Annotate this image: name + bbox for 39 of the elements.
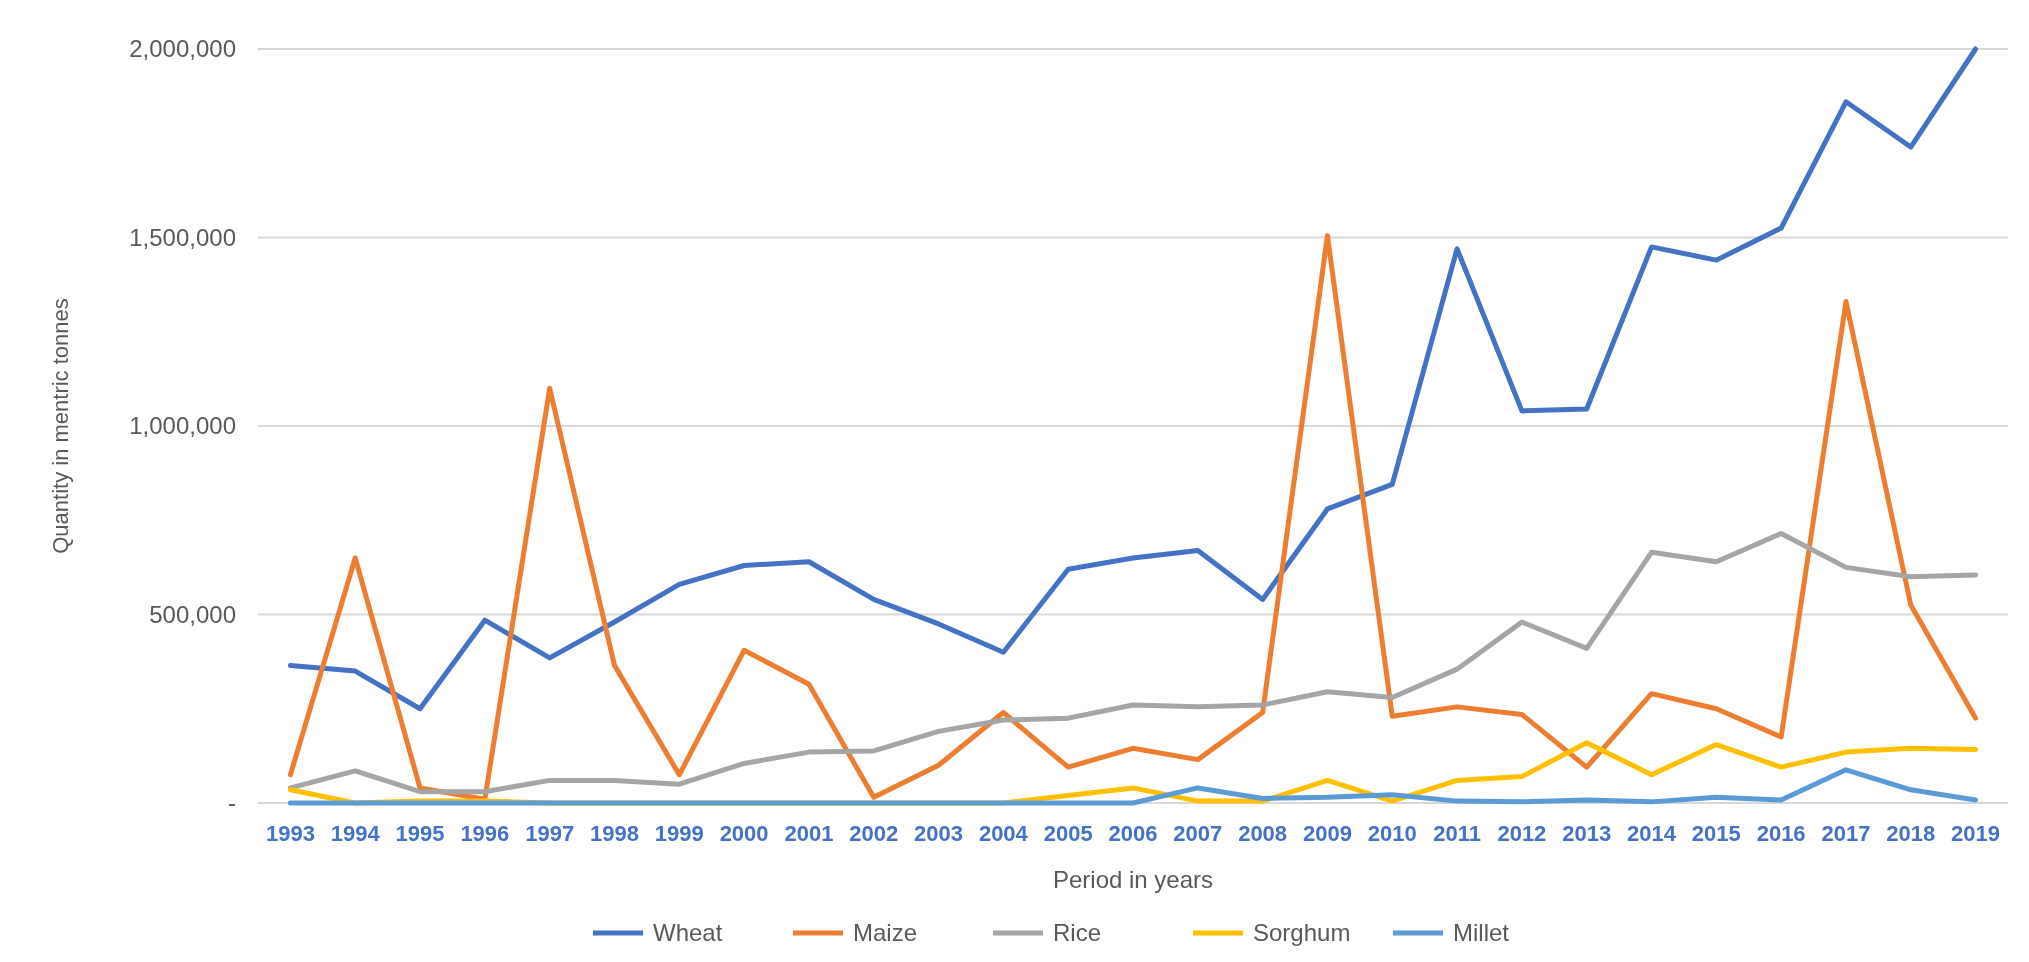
y-tick-label: - <box>228 789 236 817</box>
legend-label: Rice <box>1053 919 1102 947</box>
y-tick-label: 500,000 <box>149 600 236 628</box>
x-tick-label: 2012 <box>1497 821 1547 846</box>
x-tick-label: 2000 <box>719 821 769 846</box>
x-tick-label: 2009 <box>1302 821 1352 846</box>
x-tick-label: 2019 <box>1951 821 2001 846</box>
x-axis-title: Period in years <box>1052 866 1214 893</box>
x-tick-label: 2013 <box>1562 821 1612 846</box>
y-tick-label: 1,500,000 <box>129 223 236 251</box>
x-tick-label: 2014 <box>1627 821 1677 846</box>
x-tick-label: 2004 <box>978 821 1029 846</box>
x-tick-label: 2006 <box>1108 821 1158 846</box>
x-tick-label: 2003 <box>914 821 964 846</box>
y-tick-label: 1,000,000 <box>129 412 236 440</box>
x-tick-label: 1995 <box>395 821 445 846</box>
x-tick-label: 1997 <box>525 821 575 846</box>
x-tick-label: 2011 <box>1433 821 1481 846</box>
y-tick-label: 2,000,000 <box>129 35 236 63</box>
legend-label: Maize <box>853 919 918 947</box>
legend-label: Sorghum <box>1253 919 1351 947</box>
x-tick-label: 2017 <box>1821 821 1871 846</box>
x-tick-label: 2002 <box>849 821 899 846</box>
legend-label: Wheat <box>653 919 723 947</box>
legend-label: Millet <box>1453 919 1510 947</box>
y-axis-title: Quantity in mentric tonnes <box>48 298 73 554</box>
x-tick-label: 1994 <box>330 821 381 846</box>
x-tick-label: 2008 <box>1238 821 1288 846</box>
x-tick-label: 1993 <box>265 821 315 846</box>
x-tick-label: 2016 <box>1756 821 1806 846</box>
x-tick-label: 2005 <box>1043 821 1093 846</box>
x-tick-label: 2015 <box>1691 821 1741 846</box>
x-tick-label: 1998 <box>590 821 639 846</box>
x-tick-label: 2018 <box>1886 821 1936 846</box>
x-tick-label: 2007 <box>1173 821 1223 846</box>
x-tick-label: 2001 <box>784 821 834 846</box>
x-tick-label: 1999 <box>654 821 704 846</box>
x-tick-label: 2010 <box>1367 821 1417 846</box>
x-tick-label: 1996 <box>460 821 510 846</box>
